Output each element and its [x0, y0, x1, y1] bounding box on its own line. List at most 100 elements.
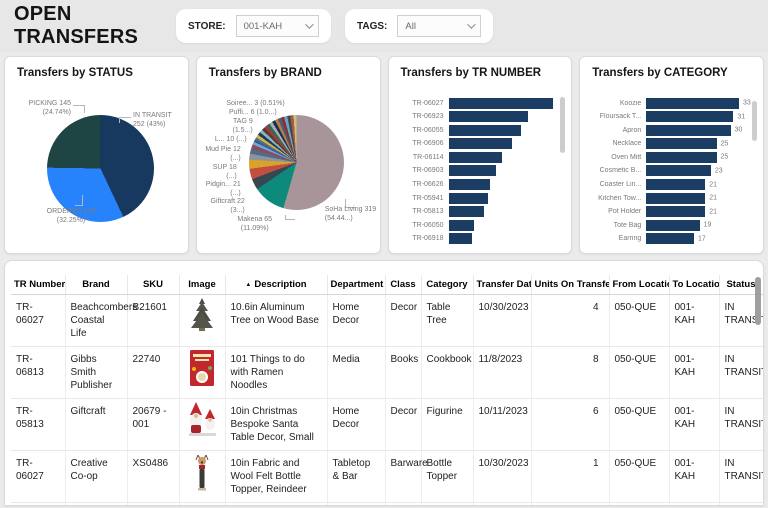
bar[interactable]	[448, 206, 485, 218]
tags-dropdown-value: All	[405, 20, 416, 32]
bar-category-label: TR-06918	[412, 235, 444, 243]
bar-track: 25	[646, 138, 739, 150]
cell-department: Tabletop & Bar	[327, 450, 386, 503]
bar[interactable]	[448, 179, 491, 191]
table-row[interactable]: TR-06027 Creative Co-op XS0483 10in Fabr…	[11, 502, 763, 506]
table-scrollbar[interactable]	[755, 277, 761, 325]
bar-track	[448, 206, 554, 218]
col-header-transfer-date[interactable]: Transfer Date	[473, 275, 532, 295]
cell-transfer-date: 10/30/2023	[473, 450, 532, 503]
status-pie-chart[interactable]	[47, 115, 154, 222]
bar[interactable]	[646, 179, 706, 191]
bar[interactable]	[646, 192, 706, 204]
bar-row: TR-06903	[399, 165, 554, 177]
cell-tr-number: TR-05813	[11, 398, 66, 451]
leader-line	[73, 105, 85, 113]
bar-category-label: Pot Holder	[608, 208, 642, 216]
cell-category: Bottle Topper	[421, 502, 474, 505]
bar[interactable]	[646, 206, 706, 218]
bar[interactable]	[448, 138, 513, 150]
card-transfers-by-status: Transfers by STATUS PICKING 145 (24.74%)…	[4, 56, 189, 254]
chart-scrollbar[interactable]	[560, 97, 566, 153]
col-header-class[interactable]: Class	[385, 275, 422, 295]
bar[interactable]	[448, 97, 554, 109]
bar[interactable]	[448, 151, 502, 163]
bar-row: Oven Mitt 25	[590, 151, 739, 163]
bar-category-label: TR-05941	[412, 194, 444, 202]
table-row[interactable]: TR-06027 Creative Co-op XS0486 10in Fabr…	[11, 450, 763, 503]
cell-tr-number: TR-06027	[11, 294, 66, 347]
col-header-to-location[interactable]: To Location	[669, 275, 720, 295]
top-bar: OPEN TRANSFERS STORE: 001-KAH TAGS: All	[0, 0, 768, 52]
product-image-santa-bottle-topper	[195, 505, 209, 506]
bar[interactable]	[646, 124, 731, 136]
pie-label-soiree: Soiree... 3 (0.51%)	[226, 100, 285, 107]
bar-category-label: Coaster Lin...	[599, 181, 642, 189]
brand-pie-chart[interactable]	[248, 115, 344, 210]
chart-scrollbar[interactable]	[752, 101, 757, 141]
col-header-from-location[interactable]: From Location	[609, 275, 670, 295]
bar-category-label: TR-06923	[412, 113, 444, 121]
cell-status: IN TRANSIT	[719, 450, 763, 503]
product-image-aluminum-tree	[191, 298, 213, 331]
bar-row: Cosmetic B... 23	[590, 165, 739, 177]
bar-track: 25	[646, 151, 739, 163]
cell-image	[179, 450, 226, 503]
cell-brand: Giftcraft	[65, 398, 128, 451]
cell-sku: XS0483	[127, 502, 180, 505]
bar-track: 21	[646, 206, 739, 218]
bar-value-label: 17	[698, 235, 706, 243]
col-header-tr-number[interactable]: TR Number	[11, 275, 66, 295]
col-header-department[interactable]: Department	[327, 275, 386, 295]
tr-number-bar-chart: TR-06027 TR-06923 TR-06055 TR-06906 TR-06114…	[399, 97, 554, 245]
bar-track	[448, 138, 554, 150]
cell-transfer-date: 11/8/2023	[473, 346, 532, 399]
cell-category: Figurine	[421, 398, 474, 451]
tags-dropdown[interactable]: All	[397, 15, 481, 37]
cell-status: IN TRANSIT	[719, 502, 763, 505]
bar[interactable]	[448, 165, 496, 177]
table-row[interactable]: TR-05813 Giftcraft 20679 - 001 1	[11, 398, 763, 451]
bar[interactable]	[646, 219, 700, 231]
cell-image	[179, 294, 226, 347]
col-header-units-on-transfer[interactable]: Units On Transfer	[531, 275, 610, 295]
bar-row: TR-05941	[399, 192, 554, 204]
bar-row: Kitchen Tow... 21	[590, 192, 739, 204]
bar[interactable]	[646, 97, 739, 109]
col-header-description[interactable]: ▲ Description	[225, 275, 328, 295]
bar-track: 21	[646, 192, 739, 204]
col-header-image[interactable]: Image	[179, 275, 226, 295]
bar-category-label: TR-06055	[412, 126, 444, 134]
bar-track	[448, 233, 554, 245]
col-header-category[interactable]: Category	[421, 275, 474, 295]
cell-status: IN TRANSIT	[719, 398, 763, 451]
bar[interactable]	[646, 151, 717, 163]
bar-row: TR-06055	[399, 124, 554, 136]
table-header-row: TR Number Brand SKU Image ▲ Description D…	[11, 275, 763, 295]
bar[interactable]	[448, 192, 489, 204]
sort-ascending-icon: ▲	[245, 282, 252, 288]
bar-row: TR-06906	[399, 138, 554, 150]
store-dropdown[interactable]: 001-KAH	[235, 15, 319, 37]
bar[interactable]	[646, 111, 734, 123]
cell-description: 10.6in Aluminum Tree on Wood Base	[225, 294, 328, 347]
cell-transfer-date: 10/11/2023	[473, 398, 532, 451]
table-row[interactable]: TR-06027 Beachcombers Coastal Life B2160…	[11, 294, 763, 347]
bar[interactable]	[448, 219, 474, 231]
col-header-sku[interactable]: SKU	[127, 275, 180, 295]
bar[interactable]	[646, 165, 711, 177]
cell-class: Barware	[385, 502, 422, 505]
bar[interactable]	[448, 111, 529, 123]
bar-category-label: Floursack T...	[599, 113, 642, 121]
col-header-status[interactable]: Status	[719, 275, 763, 295]
bar[interactable]	[646, 233, 695, 245]
pie-label-ordered: ORDERED 189 (32.25%)	[46, 208, 96, 225]
table-row[interactable]: TR-06813 Gibbs Smith Publisher 22740 101…	[11, 346, 763, 399]
bar[interactable]	[448, 124, 521, 136]
transfers-table-card: TR Number Brand SKU Image ▲ Description D…	[4, 260, 764, 506]
cell-to-location: 001-KAH	[669, 450, 720, 503]
bar[interactable]	[646, 138, 717, 150]
bar-category-label: TR-05813	[412, 208, 444, 216]
bar[interactable]	[448, 233, 472, 245]
col-header-brand[interactable]: Brand	[65, 275, 128, 295]
